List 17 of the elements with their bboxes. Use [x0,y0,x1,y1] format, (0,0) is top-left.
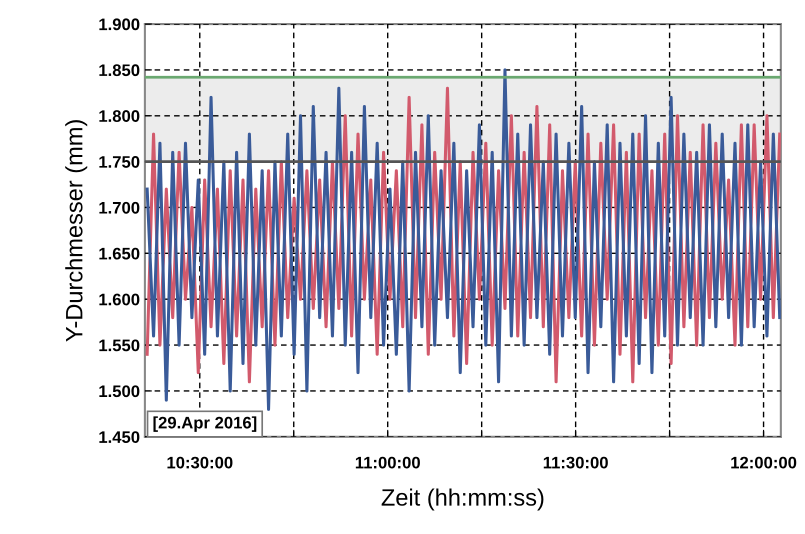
y-axis-title: Y-Durchmesser (mm) [65,120,88,342]
x-tick-label: 12:00:00 [731,456,796,468]
y-tick-label: 1.650 [99,248,140,260]
x-tick-label: 11:30:00 [544,456,608,469]
x-tick-label: 10:30:00 [167,456,232,469]
y-tick-label: 1.550 [99,339,140,352]
y-tick-label: 1.850 [99,64,140,76]
y-tick-label: 1.450 [99,431,140,444]
y-tick-label: 1.700 [99,202,140,214]
y-tick-label: 1.900 [99,18,140,30]
y-tick-label: 1.500 [99,385,140,398]
y-tick-label: 1.600 [99,294,140,306]
x-axis-title: Zeit (hh:mm:ss) [382,488,544,510]
y-tick-label: 1.750 [99,156,140,168]
y-tick-label: 1.800 [99,110,140,122]
x-tick-label: 11:00:00 [356,456,420,468]
annotation: [29.Apr 2016] [153,416,256,432]
